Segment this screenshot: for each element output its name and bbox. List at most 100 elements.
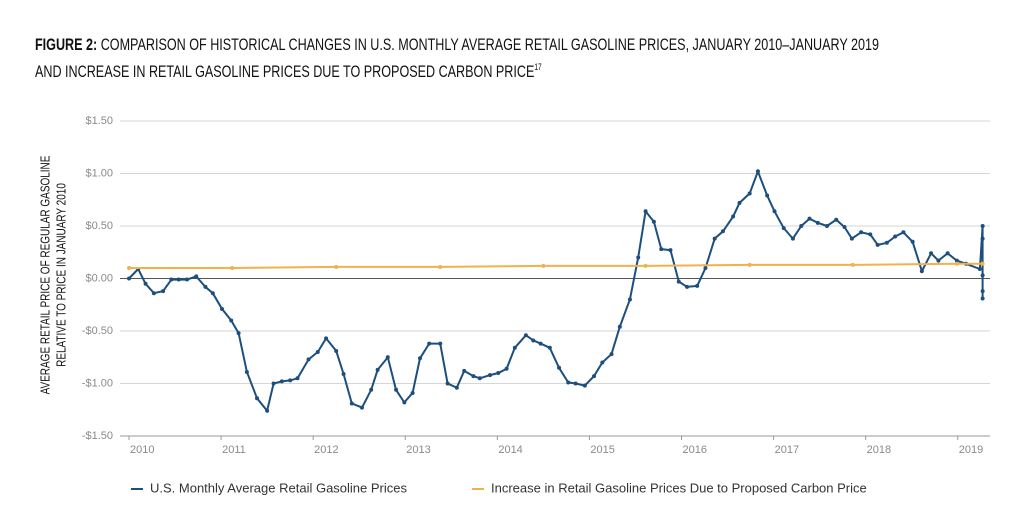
data-point	[244, 369, 249, 374]
data-point	[127, 276, 131, 281]
data-point	[954, 261, 959, 266]
data-point	[980, 289, 985, 294]
data-point	[538, 341, 543, 346]
data-point	[815, 220, 820, 225]
data-point	[547, 345, 552, 350]
data-point	[306, 357, 311, 362]
data-point	[410, 390, 415, 395]
data-point	[980, 261, 985, 266]
data-point	[901, 230, 906, 235]
data-point	[151, 291, 156, 296]
data-point	[617, 324, 622, 329]
data-point	[893, 234, 898, 239]
data-point	[668, 248, 673, 253]
data-point	[954, 258, 959, 263]
x-tick-label: 2013	[406, 444, 430, 456]
series-line	[129, 262, 983, 269]
data-point	[643, 263, 648, 268]
data-point	[359, 405, 364, 410]
title-text: COMPARISON OF HISTORICAL CHANGES IN U.S.…	[100, 35, 880, 54]
data-point	[659, 247, 664, 252]
data-point	[236, 331, 241, 336]
data-point	[176, 277, 181, 282]
data-point	[868, 232, 873, 237]
data-point	[462, 368, 467, 373]
title-line: FIGURE 2: COMPARISON OF HISTORICAL CHANG…	[35, 34, 879, 56]
x-tick-label: 2019	[959, 444, 983, 456]
data-point	[541, 263, 546, 268]
data-point	[919, 269, 924, 274]
data-point	[945, 251, 950, 256]
y-tick-label: -$1.00	[82, 377, 113, 389]
data-point	[980, 224, 985, 228]
data-point	[980, 236, 985, 241]
data-point	[781, 226, 786, 231]
data-point	[703, 266, 708, 270]
title-line: AND INCREASE IN RETAIL GASOLINE PRICES D…	[35, 56, 879, 83]
data-point	[341, 372, 346, 377]
data-point	[910, 239, 915, 244]
series-line	[128, 168, 984, 414]
y-tick-label: $0.50	[85, 220, 113, 232]
data-point	[417, 356, 422, 361]
data-point	[592, 374, 597, 379]
data-point	[755, 169, 760, 174]
data-point	[512, 345, 517, 350]
x-tick-label: 2016	[683, 444, 707, 456]
data-point	[185, 277, 190, 282]
legend-label: Increase in Retail Gasoline Prices Due t…	[491, 480, 867, 495]
data-point	[375, 367, 380, 372]
y-tick-label: -$0.50	[82, 325, 113, 337]
data-point	[523, 333, 528, 338]
data-point	[315, 350, 320, 354]
data-point	[194, 274, 199, 279]
data-point	[747, 262, 752, 267]
data-point	[265, 408, 270, 413]
data-point	[427, 341, 432, 346]
data-point	[834, 217, 839, 222]
data-point	[799, 224, 804, 228]
legend-label: U.S. Monthly Average Retail Gasoline Pri…	[150, 480, 407, 495]
y-tick-label: -$1.50	[82, 430, 113, 442]
data-point	[288, 378, 293, 383]
data-point	[566, 380, 571, 385]
data-point	[849, 236, 854, 241]
data-point	[859, 230, 864, 235]
data-point	[731, 214, 736, 219]
data-point	[279, 379, 284, 384]
data-point	[765, 193, 770, 198]
data-point	[334, 348, 339, 353]
data-point	[454, 385, 459, 390]
data-point	[169, 277, 174, 282]
data-point	[161, 289, 166, 294]
data-point	[349, 401, 354, 406]
data-point	[496, 371, 501, 375]
y-axis-label: AVERAGE RETAIL PRICE OF REGULAR GASOLINE	[39, 155, 52, 394]
x-tick-label: 2017	[775, 444, 799, 456]
data-point	[609, 352, 614, 357]
data-point	[582, 383, 587, 388]
data-point	[573, 381, 578, 386]
data-point	[324, 336, 329, 341]
x-tick-label: 2011	[222, 444, 246, 456]
x-tick-label: 2015	[590, 444, 614, 456]
title-note: 17	[534, 62, 542, 72]
data-point	[875, 242, 880, 247]
data-point	[385, 355, 390, 360]
data-point	[977, 267, 982, 272]
data-point	[334, 264, 339, 269]
data-point	[712, 236, 717, 241]
y-tick-label: $0.00	[85, 272, 113, 284]
data-point	[980, 273, 985, 278]
data-point	[676, 279, 681, 284]
data-point	[980, 296, 985, 301]
data-point	[254, 396, 259, 401]
data-point	[438, 341, 443, 346]
title: FIGURE 2: COMPARISON OF HISTORICAL CHANG…	[35, 34, 879, 83]
data-point	[643, 209, 648, 214]
data-point	[651, 219, 656, 224]
data-point	[487, 373, 492, 378]
data-point	[685, 284, 690, 289]
data-point	[627, 297, 632, 302]
